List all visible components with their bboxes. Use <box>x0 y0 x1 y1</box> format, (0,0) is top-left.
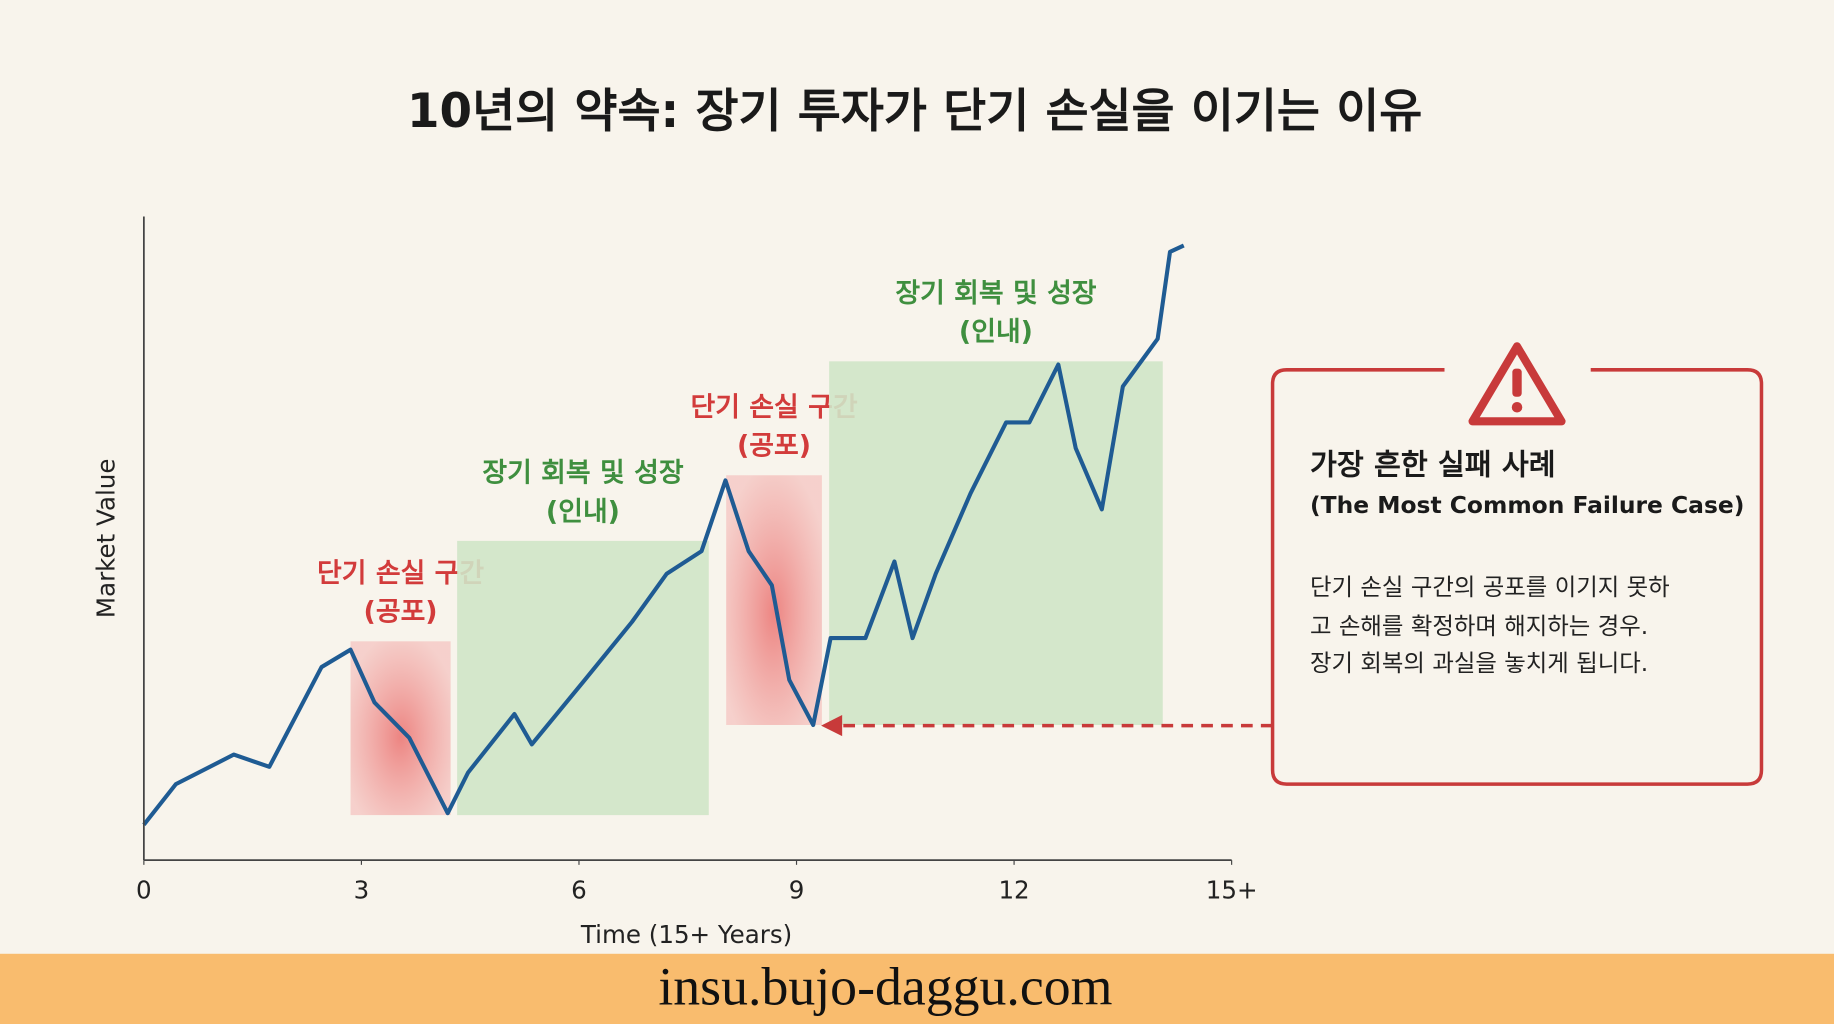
x-tick-label: 12 <box>998 876 1029 905</box>
x-tick-label: 0 <box>136 876 152 905</box>
region <box>457 540 709 816</box>
y-axis-label: Market Value <box>92 459 121 619</box>
callout-box <box>1270 368 1764 786</box>
region-sublabel: (공포) <box>737 431 811 462</box>
warning-icon <box>1468 342 1566 426</box>
x-tick-label: 15+ <box>1206 876 1258 905</box>
region-label: 장기 회복 및 성장 <box>482 458 683 489</box>
callout-text: 단기 손실 구간의 공포를 이기지 못하 <box>1310 573 1670 601</box>
x-tick-label: 6 <box>571 876 587 905</box>
line <box>142 243 1185 827</box>
x-axis-label: Time (15+ Years) <box>580 920 792 949</box>
arrow-head <box>821 715 843 737</box>
region-sublabel: (인내) <box>959 317 1033 348</box>
callout-text: 장기 회복의 과실을 놓치게 됩니다. <box>1310 649 1648 677</box>
region-sublabel: (인내) <box>546 496 620 527</box>
warning-dot <box>1511 401 1523 413</box>
warning-mark <box>1512 368 1522 397</box>
chart-title: 10년의 약속: 장기 투자가 단기 손실을 이기는 이유 <box>407 85 1422 139</box>
x-tick-label: 9 <box>789 876 805 905</box>
region <box>829 361 1163 725</box>
x-tick-label: 3 <box>354 876 370 905</box>
callout-title: 가장 흔한 실패 사례 <box>1310 447 1556 481</box>
region-label: 단기 손실 구간 <box>317 558 484 589</box>
footer-bar <box>0 953 1834 1024</box>
plot: 단기 손실 구간(공포)장기 회복 및 성장(인내)단기 손실 구간(공포)장기… <box>142 243 1185 827</box>
callout-text: 고 손해를 확정하며 해지하는 경우. <box>1310 612 1648 640</box>
callout-subtitle: (The Most Common Failure Case) <box>1310 491 1744 519</box>
region-label: 장기 회복 및 성장 <box>895 278 1096 309</box>
footer-text: insu.bujo-daggu.com <box>658 957 1112 1017</box>
region-sublabel: (공포) <box>364 597 438 628</box>
